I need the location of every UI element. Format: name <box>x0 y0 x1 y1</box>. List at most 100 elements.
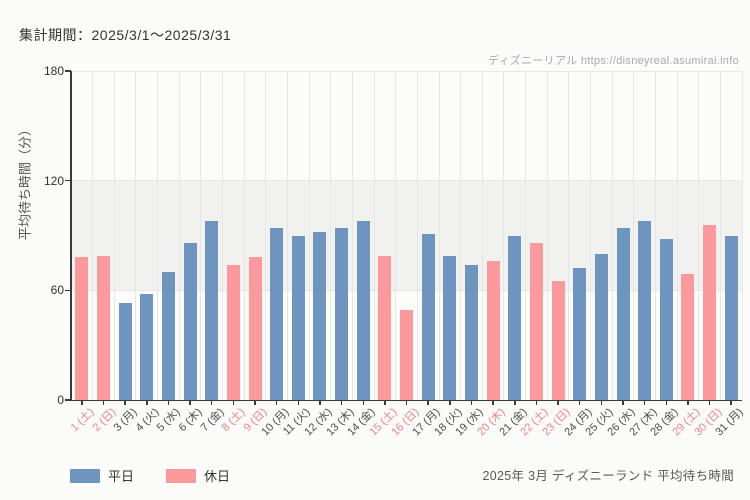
bar[interactable] <box>486 261 500 400</box>
bar[interactable] <box>335 228 349 400</box>
horizontal-gridline <box>71 70 742 72</box>
bar[interactable] <box>638 220 652 400</box>
bar[interactable] <box>659 239 673 400</box>
vertical-gridline <box>611 71 613 400</box>
bar[interactable] <box>161 272 175 400</box>
x-axis-tick <box>189 401 191 405</box>
x-axis-tick <box>340 401 343 405</box>
bar[interactable] <box>356 220 370 400</box>
vertical-gridline <box>157 71 159 400</box>
legend: 平日 休日 <box>70 466 252 485</box>
vertical-gridline <box>546 71 548 400</box>
bar[interactable] <box>183 242 197 400</box>
x-axis-tick <box>232 401 235 405</box>
x-axis-tick <box>622 401 624 405</box>
x-axis-tick <box>449 401 451 405</box>
bar[interactable] <box>464 264 478 400</box>
vertical-gridline <box>525 71 526 400</box>
vertical-gridline <box>92 71 94 400</box>
legend-label-holiday: 休日 <box>204 469 231 484</box>
bar[interactable] <box>248 257 262 400</box>
bar[interactable] <box>616 228 630 400</box>
bar[interactable] <box>291 235 305 400</box>
bar[interactable] <box>226 264 240 400</box>
x-axis-tick <box>427 401 429 405</box>
bar[interactable] <box>703 224 716 400</box>
x-axis-tick <box>319 401 321 405</box>
y-axis-tick <box>65 179 71 182</box>
bar[interactable] <box>270 228 284 400</box>
x-axis-tick <box>81 401 83 405</box>
vertical-gridline <box>373 71 375 400</box>
bar[interactable] <box>681 273 695 400</box>
x-axis-tick <box>535 401 538 405</box>
x-axis-tick <box>362 401 364 405</box>
bar[interactable] <box>97 255 110 400</box>
bar[interactable] <box>140 294 154 400</box>
vertical-gridline <box>654 71 656 400</box>
chart-caption: 2025年 3月 ディズニーランド 平均待ち時間 <box>482 469 734 483</box>
x-axis-tick <box>643 401 646 405</box>
vertical-gridline <box>351 71 353 400</box>
vertical-gridline <box>481 71 483 400</box>
bar[interactable] <box>594 253 608 400</box>
bar[interactable] <box>573 268 587 400</box>
x-axis-tick <box>167 401 170 405</box>
x-axis-tick <box>146 401 148 405</box>
vertical-gridline <box>200 71 202 400</box>
bar[interactable] <box>724 235 738 400</box>
x-axis-tick <box>384 401 386 405</box>
bar[interactable] <box>400 310 413 400</box>
legend-item-weekday: 平日 <box>70 466 134 485</box>
x-axis-tick <box>665 401 667 405</box>
bar[interactable] <box>75 257 89 400</box>
vertical-gridline <box>330 71 332 400</box>
bar[interactable] <box>378 255 392 400</box>
y-axis-tick-label: 60 <box>50 283 64 298</box>
x-axis-tick <box>492 401 494 405</box>
watermark: ディズニーリアル https://disneyreal.asumirai.inf… <box>487 55 739 67</box>
y-axis-tick <box>65 289 71 292</box>
horizontal-gridline <box>71 180 742 182</box>
vertical-gridline <box>741 71 743 400</box>
y-axis-tick <box>65 399 71 401</box>
x-axis-tick <box>730 401 732 405</box>
x-axis-tick <box>687 401 689 405</box>
legend-label-weekday: 平日 <box>108 469 135 484</box>
x-axis-tick <box>405 401 408 405</box>
weekday-color-swatch <box>70 468 100 483</box>
y-axis-tick-label: 0 <box>57 393 64 407</box>
vertical-gridline <box>308 71 310 400</box>
x-axis-tick <box>124 401 126 405</box>
vertical-gridline <box>113 71 115 400</box>
horizontal-gridline <box>71 289 742 291</box>
bar[interactable] <box>118 303 132 400</box>
bar[interactable] <box>443 255 457 400</box>
bar[interactable] <box>421 233 435 400</box>
vertical-gridline <box>503 71 505 400</box>
aggregation-period-label: 集計期間：2025/3/1～2025/3/31 <box>19 27 232 43</box>
bar[interactable] <box>205 220 219 400</box>
bar[interactable] <box>313 231 327 400</box>
holiday-color-swatch <box>166 468 197 483</box>
bar[interactable] <box>529 242 543 400</box>
x-axis-tick <box>470 401 473 405</box>
x-axis-tick <box>210 401 213 405</box>
vertical-gridline <box>265 71 267 400</box>
vertical-gridline <box>633 71 635 400</box>
vertical-gridline <box>416 71 418 400</box>
bar[interactable] <box>551 281 565 400</box>
x-axis-tick <box>275 401 278 405</box>
vertical-gridline <box>568 71 570 400</box>
legend-item-holiday: 休日 <box>166 466 230 485</box>
vertical-gridline <box>460 71 462 400</box>
vertical-gridline <box>676 71 678 400</box>
vertical-gridline <box>395 71 397 400</box>
x-axis-tick <box>708 401 711 405</box>
x-axis-tick <box>578 401 581 405</box>
vertical-gridline <box>287 71 288 400</box>
vertical-gridline <box>719 71 721 400</box>
plot-area <box>71 70 743 400</box>
bar[interactable] <box>508 235 522 400</box>
